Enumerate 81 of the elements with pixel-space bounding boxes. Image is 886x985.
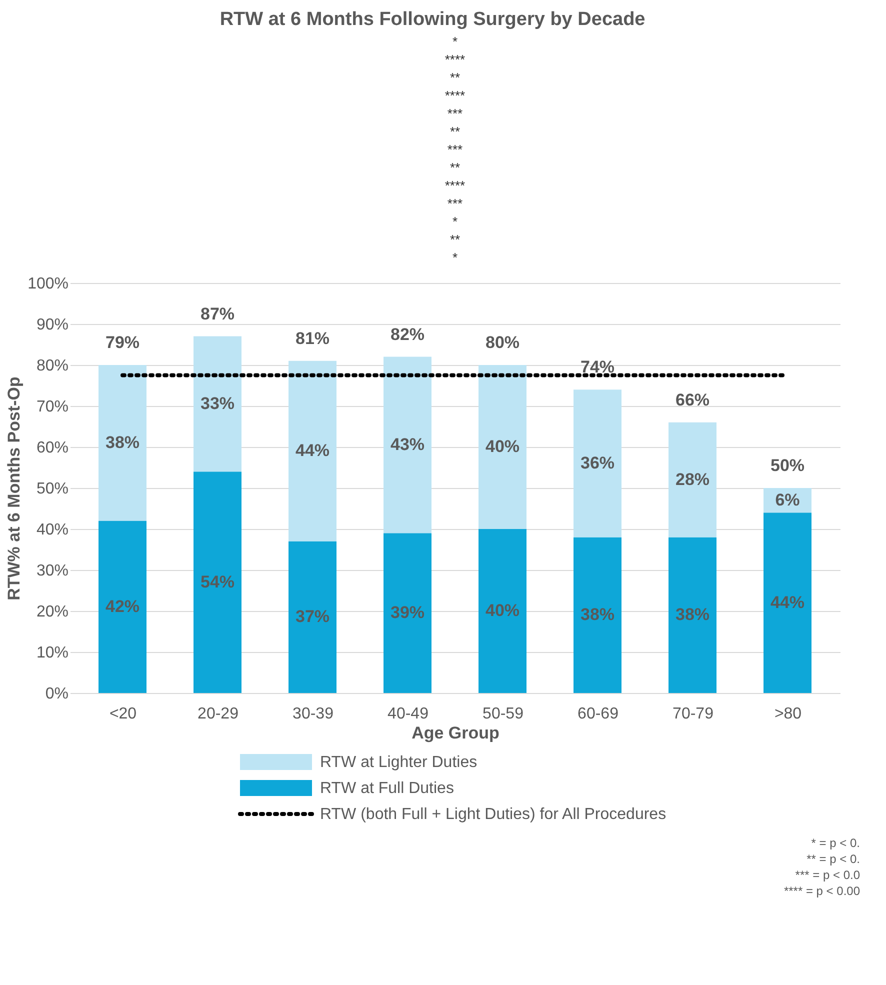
data-label: 28% (675, 470, 710, 489)
x-axis-title: Age Group (412, 724, 500, 742)
bar (384, 533, 432, 693)
bar (574, 390, 622, 538)
bar (668, 537, 716, 693)
x-tick-label: 20-29 (198, 706, 239, 722)
text: **** (444, 178, 466, 193)
data-label: 33% (200, 394, 235, 413)
y-axis-title: RTW% at 6 Months Post-Op (4, 376, 24, 600)
total-label: 80% (485, 333, 520, 352)
text: ** = p < 0. (806, 852, 860, 866)
y-tick-label: 0% (45, 686, 68, 702)
total-label: 81% (295, 328, 330, 348)
y-tick-label: 30% (36, 562, 68, 580)
x-tick-label: 40-49 (388, 706, 429, 722)
data-label: 42% (105, 596, 140, 616)
bar (384, 356, 432, 534)
data-label: 38% (580, 605, 615, 624)
legend-label: RTW at Lighter Duties (320, 754, 478, 771)
y-tick-label: 100% (28, 276, 68, 292)
y-tick-label: 20% (36, 604, 68, 620)
bar (98, 365, 146, 521)
total-label: 87% (200, 304, 235, 324)
data-label: 43% (390, 434, 425, 454)
bar (478, 365, 526, 529)
y-tick-label: 60% (36, 440, 68, 456)
data-label: 36% (580, 453, 615, 472)
x-tick-label: <20 (109, 706, 137, 722)
bar (574, 537, 622, 693)
text: ** (450, 124, 460, 139)
y-tick-label: 10% (36, 644, 68, 662)
text: **** (444, 52, 466, 67)
y-tick-label: 50% (36, 480, 68, 498)
y-tick-label: 70% (36, 398, 68, 416)
text: * (452, 34, 458, 49)
data-label: 40% (485, 601, 520, 620)
data-label: 44% (770, 592, 805, 612)
bar (288, 541, 336, 693)
y-tick-label: 90% (36, 316, 68, 334)
bar (98, 520, 146, 693)
x-tick-label: 60-69 (578, 706, 619, 722)
data-label: 37% (295, 607, 330, 626)
bar (478, 529, 526, 693)
data-label: 39% (390, 603, 425, 622)
bar (194, 472, 242, 693)
text: *** (447, 196, 463, 211)
data-label: 38% (675, 605, 710, 624)
data-label: 44% (295, 441, 330, 460)
y-tick-label: 40% (36, 522, 68, 538)
text: ** (450, 70, 460, 85)
total-label: 50% (770, 456, 805, 475)
text: *** (447, 106, 463, 121)
text: * = p < 0. (811, 836, 860, 850)
text: * (452, 250, 458, 265)
data-label: 54% (200, 572, 235, 592)
x-tick-label: 30-39 (292, 706, 334, 722)
bar (668, 422, 716, 538)
legend-label: RTW at Full Duties (320, 780, 454, 797)
text: **** = p < 0.00 (784, 884, 860, 898)
x-tick-label: >80 (774, 706, 802, 722)
chart-title: RTW at 6 Months Following Surgery by Decade (220, 9, 646, 30)
text: *** (447, 142, 463, 157)
text: * (452, 214, 458, 229)
bar (194, 336, 242, 472)
total-label: 66% (675, 390, 710, 410)
bar (288, 360, 336, 542)
total-label: 79% (105, 333, 140, 352)
data-label: 38% (105, 432, 140, 452)
total-label: 74% (580, 358, 615, 377)
text: ** (450, 232, 460, 247)
legend-label: RTW (both Full + Light Duties) for All Procedures (320, 806, 666, 823)
total-label: 82% (390, 324, 425, 344)
x-tick-label: 50-59 (482, 706, 524, 722)
x-tick-label: 70-79 (672, 706, 714, 722)
data-label: 40% (485, 437, 520, 456)
y-tick-label: 80% (36, 358, 68, 374)
text: **** (444, 88, 466, 103)
text: ** (450, 160, 460, 175)
data-label: 6% (775, 490, 800, 510)
bar (764, 512, 812, 693)
text: *** = p < 0.0 (795, 868, 860, 882)
